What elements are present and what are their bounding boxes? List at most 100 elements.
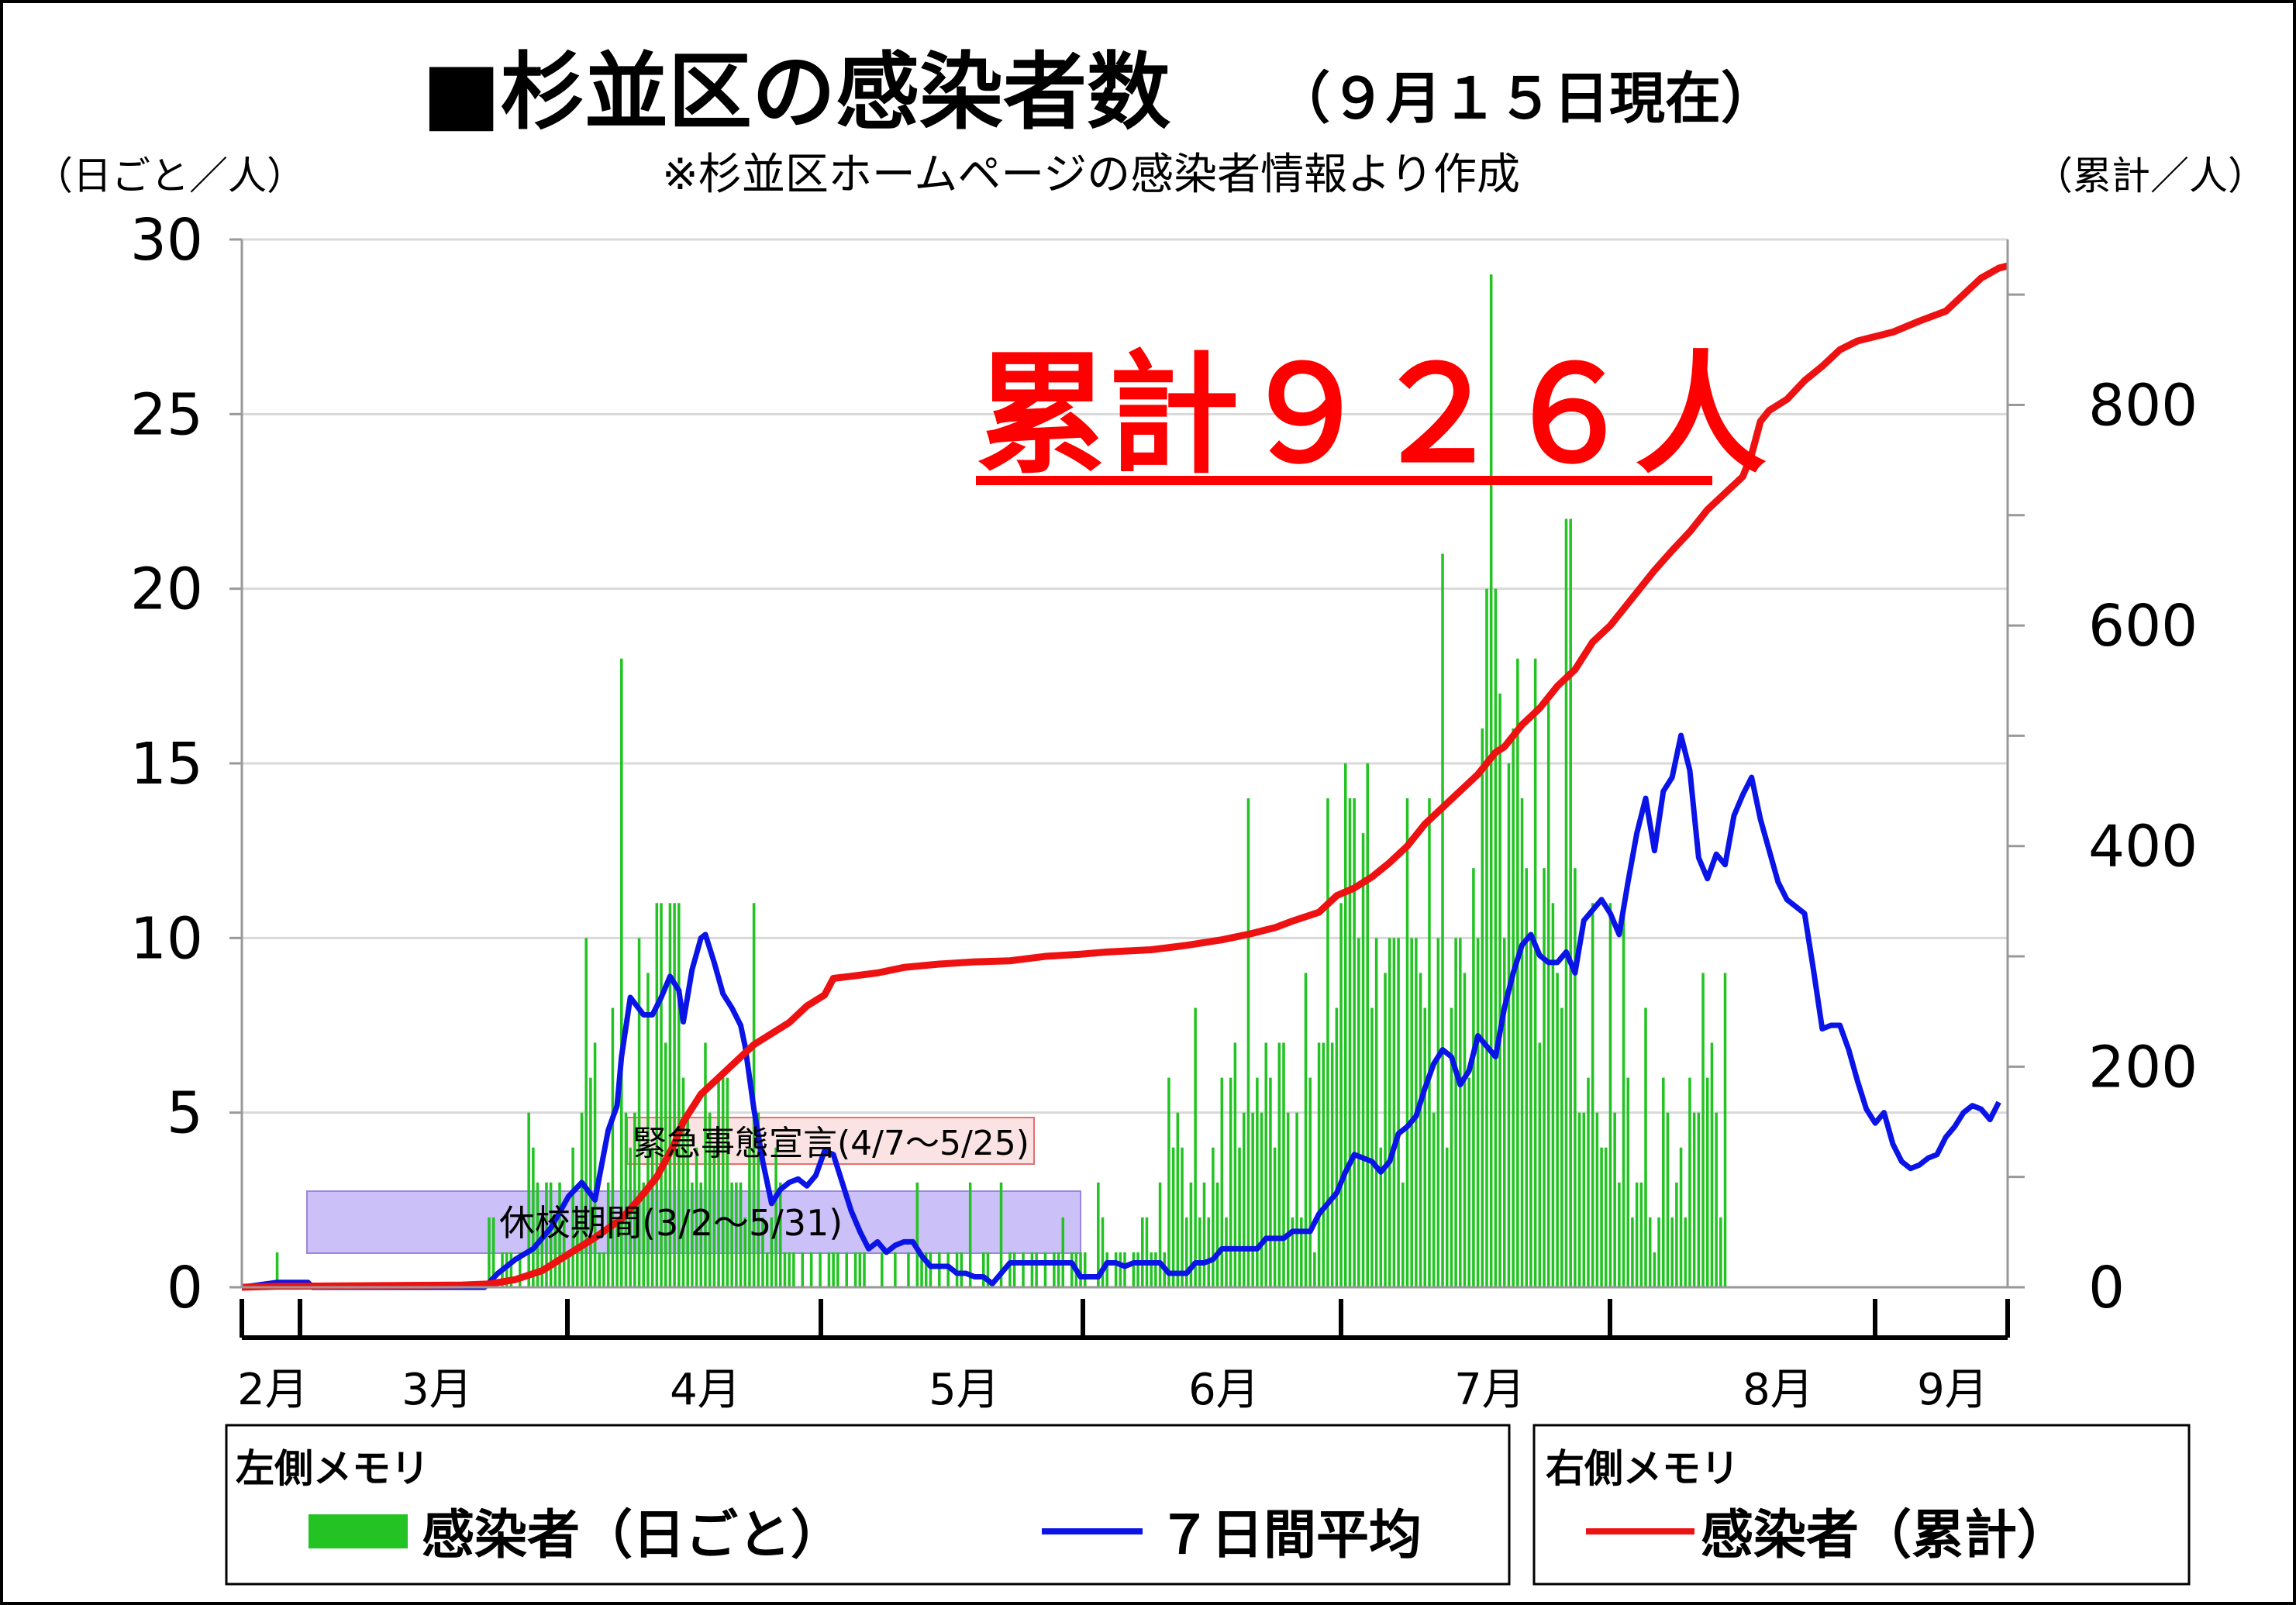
daily-bar bbox=[562, 1217, 566, 1287]
daily-bar bbox=[1405, 798, 1409, 1287]
daily-bar bbox=[1705, 1077, 1709, 1287]
daily-bar bbox=[1481, 728, 1484, 1287]
daily-bar bbox=[1489, 274, 1493, 1288]
daily-bar bbox=[1145, 1217, 1149, 1287]
daily-bar bbox=[1277, 1042, 1281, 1287]
daily-bar bbox=[1626, 1077, 1629, 1287]
daily-bar bbox=[907, 1252, 910, 1287]
daily-bar bbox=[532, 1147, 535, 1287]
daily-bar bbox=[629, 1147, 632, 1287]
daily-bar bbox=[1684, 1217, 1688, 1287]
daily-bar bbox=[1256, 1077, 1259, 1287]
left-tick-label: 10 bbox=[130, 905, 203, 972]
daily-bar bbox=[1666, 1112, 1670, 1287]
daily-bar bbox=[743, 1217, 746, 1287]
daily-bar bbox=[1269, 1077, 1272, 1287]
daily-bar bbox=[553, 1217, 557, 1287]
daily-bar bbox=[1551, 903, 1555, 1287]
daily-bar bbox=[691, 1182, 694, 1287]
daily-bar bbox=[509, 1252, 513, 1287]
daily-bar bbox=[1472, 868, 1475, 1287]
daily-bar bbox=[655, 903, 659, 1287]
daily-bar bbox=[819, 1252, 822, 1287]
daily-bar bbox=[1608, 903, 1612, 1287]
daily-bar bbox=[1595, 1112, 1599, 1287]
month-label: 6月 bbox=[1188, 1365, 1260, 1415]
daily-bar bbox=[1384, 973, 1387, 1287]
daily-bar bbox=[1587, 1077, 1590, 1287]
daily-bar bbox=[1308, 1077, 1312, 1287]
daily-bar bbox=[642, 1182, 646, 1287]
daily-bar bbox=[567, 1252, 571, 1287]
daily-bar bbox=[695, 1147, 698, 1287]
daily-bar bbox=[1339, 903, 1343, 1287]
daily-bar bbox=[673, 903, 676, 1287]
daily-bar bbox=[1202, 1182, 1206, 1287]
legend-right-title: 右側メモリ bbox=[1546, 1446, 1739, 1491]
cumulative-headline: 累計９２６人 bbox=[976, 339, 1767, 492]
daily-bar bbox=[620, 658, 623, 1287]
daily-bar bbox=[748, 1147, 751, 1287]
daily-bar bbox=[853, 1252, 857, 1287]
legend-left-box bbox=[225, 1424, 1511, 1586]
daily-bar bbox=[1154, 1252, 1157, 1287]
daily-bar bbox=[650, 1147, 654, 1287]
daily-bar bbox=[1012, 1252, 1016, 1287]
daily-bar bbox=[505, 1252, 508, 1287]
daily-bar bbox=[1556, 973, 1559, 1287]
lines bbox=[241, 262, 2009, 1291]
daily-bar bbox=[938, 1252, 941, 1287]
daily-bar bbox=[1604, 1147, 1608, 1287]
title-date: （９月１５日現在） bbox=[1274, 66, 1777, 131]
daily-bar bbox=[1295, 1112, 1298, 1287]
daily-bar bbox=[1008, 1252, 1012, 1287]
daily-bar bbox=[1343, 763, 1347, 1287]
daily-bar bbox=[1304, 973, 1308, 1287]
daily-bar bbox=[668, 903, 672, 1287]
daily-bar bbox=[686, 1112, 689, 1287]
legend-right-box bbox=[1532, 1424, 2191, 1586]
daily-bar bbox=[1503, 938, 1506, 1287]
daily-bar bbox=[1123, 1252, 1126, 1287]
daily-bar bbox=[1361, 833, 1365, 1287]
daily-bar bbox=[986, 1252, 990, 1287]
daily-bar bbox=[739, 1182, 743, 1287]
daily-bar bbox=[1374, 938, 1378, 1287]
daily-bar bbox=[1538, 1042, 1542, 1287]
daily-bar bbox=[1631, 1217, 1634, 1287]
daily-bar bbox=[1242, 1112, 1246, 1287]
daily-bar bbox=[558, 1182, 561, 1287]
daily-bar bbox=[924, 1252, 928, 1287]
right-axis-unit: （累計／人） bbox=[2034, 153, 2267, 198]
left-tick-label: 5 bbox=[167, 1080, 203, 1147]
daily-bar bbox=[1229, 1077, 1232, 1287]
left-axis-unit: （日ごと／人） bbox=[34, 153, 305, 198]
daily-bar bbox=[1697, 1112, 1701, 1287]
daily-bar bbox=[677, 903, 681, 1287]
daily-bar bbox=[712, 1147, 716, 1287]
daily-bar bbox=[929, 1252, 933, 1287]
legend-daily-label: 感染者（日ごと） bbox=[422, 1505, 843, 1566]
daily-bar bbox=[1701, 973, 1705, 1287]
daily-bar bbox=[1114, 1252, 1118, 1287]
daily-bar bbox=[1401, 1182, 1405, 1287]
daily-bar bbox=[491, 1217, 495, 1287]
daily-bar bbox=[1525, 868, 1529, 1287]
daily-bar bbox=[765, 1252, 769, 1287]
daily-bar bbox=[1546, 693, 1550, 1287]
legend-avg-label: ７日間平均 bbox=[1158, 1505, 1422, 1566]
daily-bar bbox=[1710, 1042, 1714, 1287]
seven-day-average-line bbox=[241, 732, 2001, 1290]
daily-bar bbox=[681, 1077, 685, 1287]
daily-bar bbox=[1577, 1112, 1581, 1287]
daily-bar bbox=[1181, 1147, 1184, 1287]
daily-bar bbox=[1600, 1147, 1603, 1287]
daily-bar bbox=[717, 1077, 720, 1287]
left-tick-label: 20 bbox=[130, 556, 203, 623]
daily-bar bbox=[615, 1217, 619, 1287]
legend-cumulative-label: 感染者（累計） bbox=[1701, 1505, 2070, 1566]
daily-bar bbox=[1070, 1252, 1074, 1287]
daily-bar bbox=[1083, 1252, 1087, 1287]
daily-bar bbox=[1688, 1077, 1691, 1287]
daily-bar bbox=[915, 1182, 919, 1287]
